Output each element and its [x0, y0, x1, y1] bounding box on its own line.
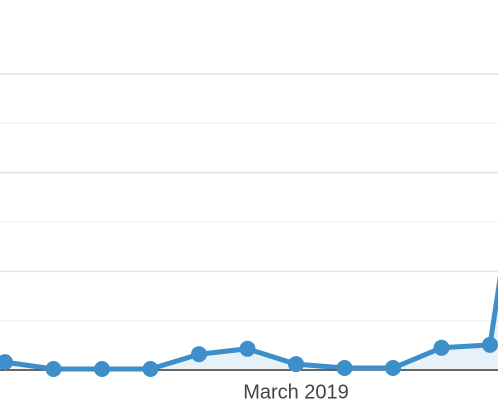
point: [288, 356, 304, 373]
point: [336, 360, 353, 377]
point: [142, 361, 159, 378]
point: [0, 354, 13, 371]
x-tick-label: March 2019: [243, 381, 349, 403]
point: [94, 361, 110, 378]
area: [5, 292, 498, 370]
point: [45, 361, 62, 378]
line: [4, 275, 498, 372]
point: [482, 336, 498, 353]
point: [433, 339, 450, 356]
point: [191, 346, 207, 363]
point: [239, 340, 256, 357]
point: [385, 360, 401, 377]
